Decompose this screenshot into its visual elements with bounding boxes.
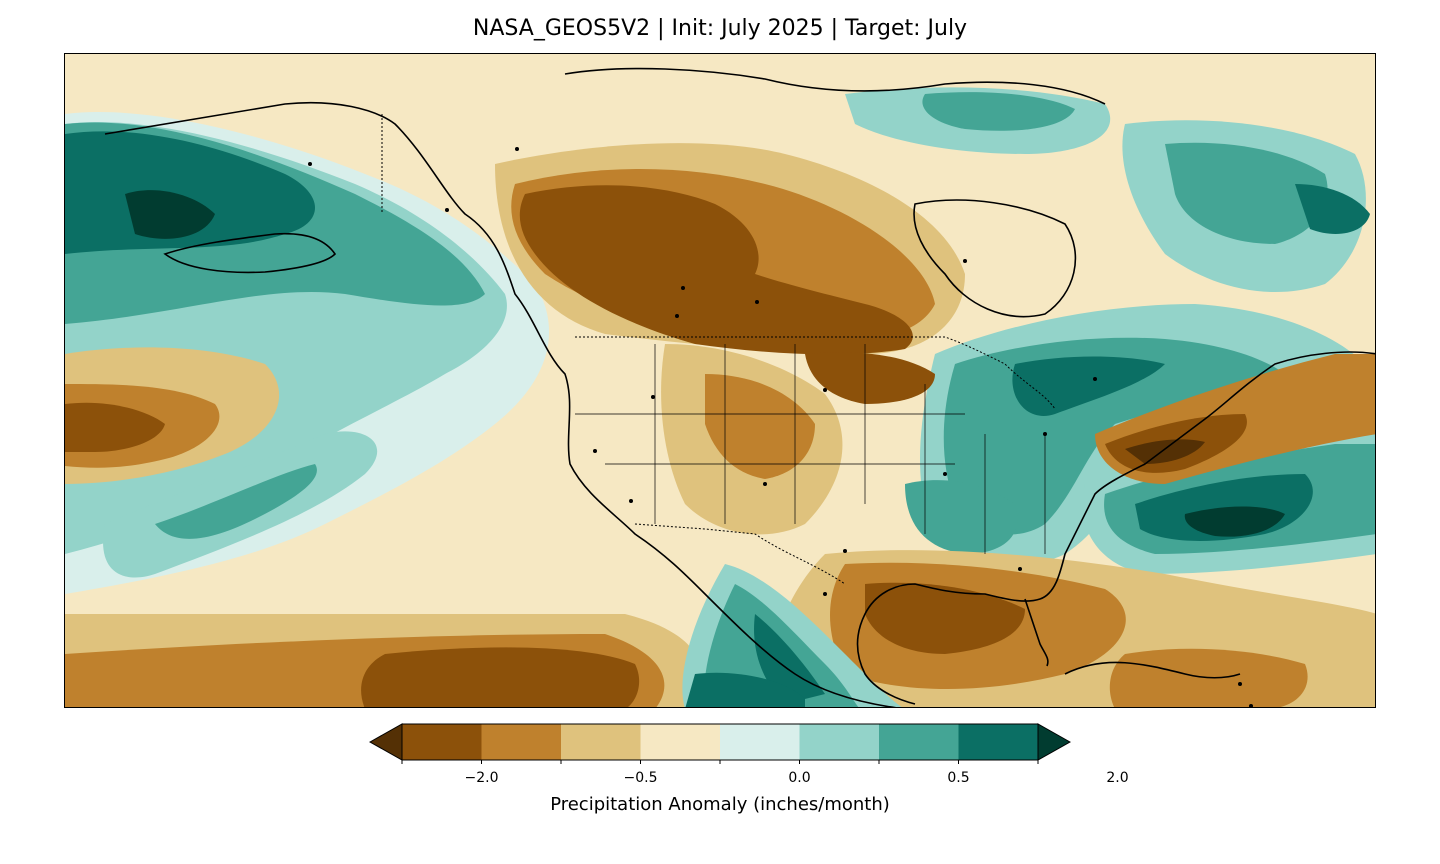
city-dot bbox=[823, 388, 827, 392]
anomaly-region bbox=[685, 672, 805, 707]
coastline bbox=[564, 67, 1106, 105]
anomaly-region bbox=[1295, 184, 1370, 234]
city-dot bbox=[823, 592, 827, 596]
colorbar-swatch bbox=[720, 724, 800, 760]
colorbar-tick-label: 2.0 bbox=[1106, 770, 1129, 786]
anomaly-region bbox=[1125, 439, 1205, 464]
city-dot bbox=[308, 162, 312, 166]
city-dot bbox=[445, 208, 449, 212]
city-dot bbox=[681, 286, 685, 290]
colorbar-swatch bbox=[799, 724, 880, 760]
colorbar bbox=[368, 722, 1072, 764]
us-mexico-border bbox=[634, 523, 846, 585]
anomaly-region bbox=[155, 464, 317, 539]
coastline-layer bbox=[104, 67, 1375, 707]
border-layer bbox=[381, 114, 1056, 585]
coastline bbox=[856, 351, 1375, 705]
colorbar-swatch bbox=[402, 724, 482, 760]
anomaly-region bbox=[805, 352, 935, 404]
city-dot bbox=[593, 449, 597, 453]
colorbar-swatch bbox=[958, 724, 1039, 760]
anomaly-region bbox=[361, 647, 640, 707]
city-dot bbox=[1018, 567, 1022, 571]
city-dot bbox=[963, 259, 967, 263]
colorbar-label: Precipitation Anomaly (inches/month) bbox=[550, 794, 890, 815]
city-dot bbox=[629, 499, 633, 503]
city-dot bbox=[763, 482, 767, 486]
colorbar-tick-label: 0.0 bbox=[788, 770, 811, 786]
anomaly-region bbox=[125, 190, 215, 239]
anomaly-region bbox=[1012, 356, 1165, 416]
anomaly-region bbox=[1165, 142, 1328, 244]
city-dot bbox=[1043, 432, 1047, 436]
anomaly-region bbox=[519, 185, 913, 355]
anomaly-region bbox=[65, 131, 315, 254]
colorbar-swatch bbox=[640, 724, 721, 760]
anomaly-region bbox=[705, 374, 815, 479]
anomaly-region bbox=[905, 480, 1018, 554]
anomaly-region bbox=[65, 402, 165, 452]
colorbar-extend-low bbox=[368, 723, 403, 761]
coastline bbox=[1024, 598, 1049, 667]
city-dot bbox=[1238, 682, 1242, 686]
colorbar-extend-high bbox=[1037, 723, 1072, 761]
city-dot bbox=[515, 147, 519, 151]
colorbar-swatch bbox=[879, 724, 959, 760]
anomaly-region bbox=[1184, 506, 1285, 537]
colorbar-tick-label: 0.5 bbox=[947, 770, 970, 786]
coastline bbox=[163, 232, 337, 274]
colorbar-swatch bbox=[481, 724, 562, 760]
state-borders bbox=[575, 344, 1046, 554]
anomaly-region bbox=[865, 582, 1025, 654]
city-dot bbox=[651, 395, 655, 399]
precipitation-anomaly-map bbox=[65, 54, 1375, 707]
map-title: NASA_GEOS5V2 | Init: July 2025 | Target:… bbox=[472, 16, 968, 41]
city-dot bbox=[675, 314, 679, 318]
city-dot bbox=[755, 300, 759, 304]
map-panel bbox=[64, 53, 1376, 708]
city-dot bbox=[1093, 377, 1097, 381]
anomaly-region bbox=[922, 92, 1075, 131]
coastline bbox=[1064, 661, 1241, 679]
city-dot bbox=[1249, 704, 1253, 707]
city-dot bbox=[943, 472, 947, 476]
colorbar-swatches bbox=[368, 723, 1072, 764]
city-markers bbox=[308, 147, 1253, 707]
coastline bbox=[104, 101, 897, 707]
us-canada-border bbox=[575, 336, 1056, 410]
colorbar-tick-label: −2.0 bbox=[464, 770, 499, 786]
city-dot bbox=[843, 549, 847, 553]
colorbar-tick-label: −0.5 bbox=[623, 770, 658, 786]
coastline bbox=[913, 199, 1077, 318]
colorbar-swatch bbox=[561, 724, 641, 760]
